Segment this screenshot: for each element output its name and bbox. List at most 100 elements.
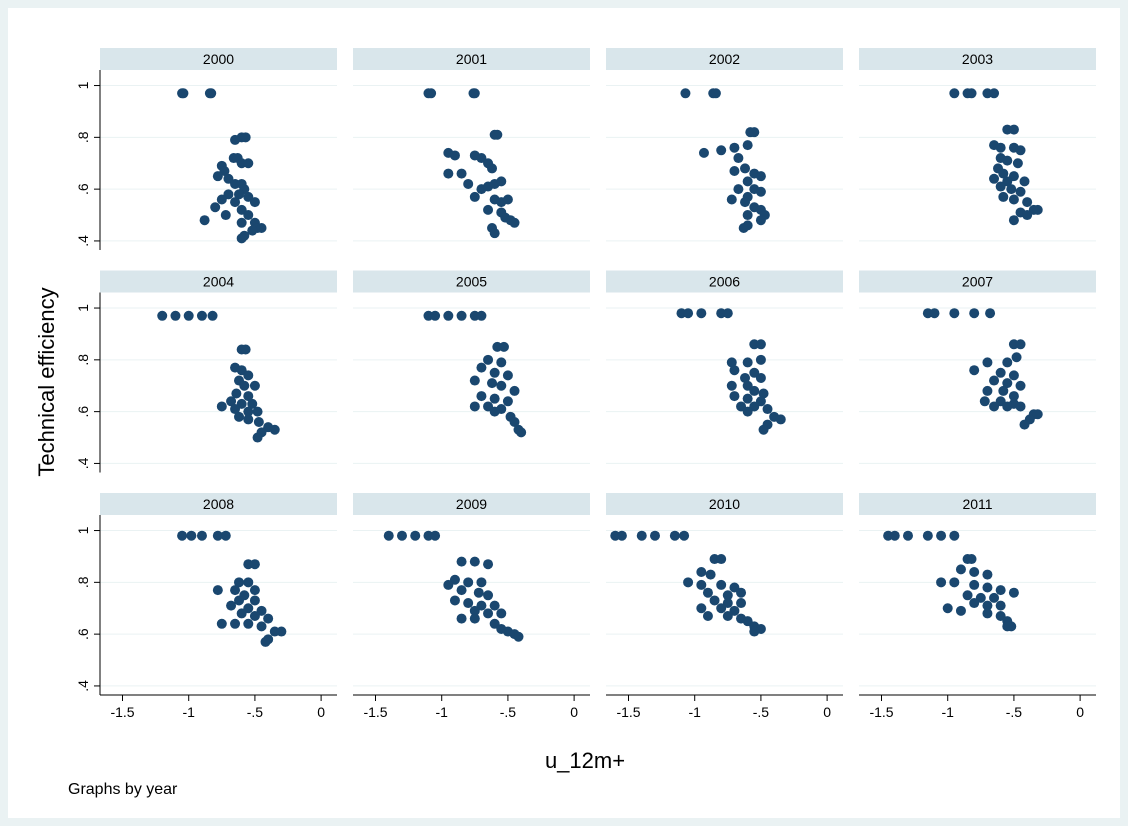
point (170, 310, 181, 321)
point (742, 176, 753, 187)
point (982, 600, 993, 611)
point (936, 577, 947, 588)
point (942, 603, 953, 614)
note: Graphs by year (68, 781, 178, 798)
point (969, 598, 980, 609)
point (177, 530, 188, 541)
point (982, 385, 993, 396)
y-tick-label: 1 (75, 526, 91, 534)
point (669, 530, 680, 541)
point (230, 404, 241, 415)
point (1008, 370, 1019, 381)
point (995, 600, 1006, 611)
y-axis-title: Technical efficiency (34, 287, 59, 476)
point (696, 603, 707, 614)
point (742, 393, 753, 404)
point (496, 357, 507, 368)
point (469, 375, 480, 386)
point (489, 600, 500, 611)
point (982, 582, 993, 593)
point (430, 310, 441, 321)
point (256, 222, 267, 233)
y-tick-label: 1 (75, 304, 91, 312)
point (696, 566, 707, 577)
point (220, 530, 231, 541)
point (738, 222, 749, 233)
x-tick-label: -1.5 (363, 704, 387, 720)
point (726, 380, 737, 391)
point (509, 416, 520, 427)
plot-area (606, 70, 843, 250)
x-tick-label: 0 (1076, 704, 1084, 720)
panel-title: 2002 (709, 51, 740, 67)
point (949, 530, 960, 541)
point (249, 595, 260, 606)
point (736, 598, 747, 609)
y-tick-label: .6 (75, 183, 91, 195)
point (1032, 409, 1043, 420)
point (502, 396, 513, 407)
point (269, 424, 280, 435)
panel-title: 2001 (456, 51, 487, 67)
point (966, 88, 977, 99)
point (249, 611, 260, 622)
panel-title: 2010 (709, 496, 740, 512)
point (212, 530, 223, 541)
point (456, 556, 467, 567)
point (758, 388, 769, 399)
panel-title: 2011 (962, 496, 992, 512)
point (1002, 401, 1013, 412)
point (982, 569, 993, 580)
y-tick-label: .6 (75, 628, 91, 640)
point (1008, 194, 1019, 205)
point (492, 129, 503, 140)
point (755, 171, 766, 182)
point (178, 88, 189, 99)
point (247, 225, 258, 236)
point (276, 626, 287, 637)
point (1015, 186, 1026, 197)
point (212, 585, 223, 596)
point (231, 388, 242, 399)
point (1012, 158, 1023, 169)
point (234, 595, 245, 606)
point (755, 354, 766, 365)
point (733, 153, 744, 164)
panel-title-box (606, 48, 843, 70)
x-tick-label: -1.5 (869, 704, 893, 720)
point (220, 210, 231, 221)
point (1002, 621, 1013, 632)
point (509, 385, 520, 396)
point (726, 194, 737, 205)
point (969, 365, 980, 376)
panel-title-box (100, 48, 337, 70)
point (1015, 339, 1026, 350)
point (683, 577, 694, 588)
point (1022, 197, 1033, 208)
point (936, 530, 947, 541)
point (1022, 210, 1033, 221)
point (989, 88, 1000, 99)
point (949, 88, 960, 99)
point (489, 406, 500, 417)
panel-title: 2008 (203, 496, 234, 512)
panel-title-box (859, 493, 1096, 515)
point (496, 380, 507, 391)
point (969, 308, 980, 319)
point (230, 618, 241, 629)
y-tick-label: 1 (75, 81, 91, 89)
point (998, 191, 1009, 202)
point (995, 367, 1006, 378)
point (755, 215, 766, 226)
point (216, 401, 227, 412)
point (1002, 155, 1013, 166)
point (729, 142, 740, 153)
point (709, 595, 720, 606)
point (196, 310, 207, 321)
point (740, 197, 751, 208)
point (740, 163, 751, 174)
point (456, 168, 467, 179)
point (240, 344, 251, 355)
point (985, 308, 996, 319)
point (249, 197, 260, 208)
